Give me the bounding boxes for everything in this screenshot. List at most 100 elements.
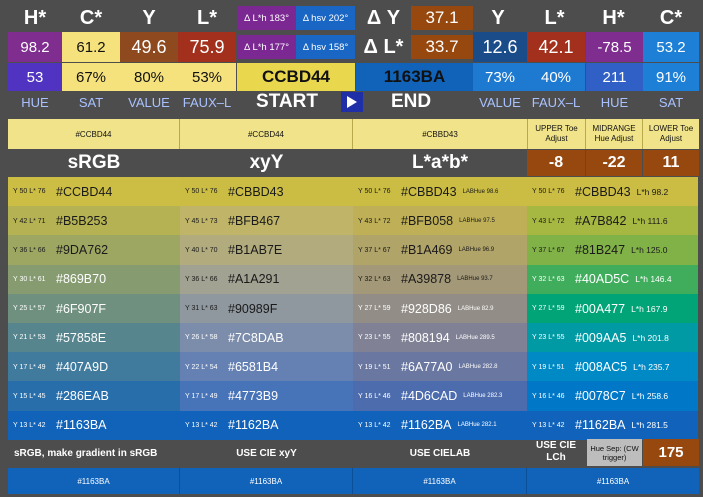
xyy-swatch[interactable]: Y 17 L* 49 #4773B9 (180, 381, 353, 412)
end-y-header: Y (491, 6, 505, 29)
delta-lh-bottom: Δ L*h 177° (237, 35, 296, 59)
start-hex[interactable]: CCBD44 (237, 63, 355, 91)
hex-value: #869B70 (56, 272, 107, 287)
hex-value: #A1A291 (228, 272, 280, 287)
luminance-annotation: Y 40 L* 70 (185, 246, 218, 254)
play-arrow-icon (347, 96, 357, 108)
luminance-annotation: Y 21 L* 53 (13, 334, 46, 342)
xyy-swatch[interactable]: Y 50 L* 76 #CBBD43 (180, 177, 353, 207)
luminance-annotation: Y 22 L* 54 (185, 363, 218, 371)
start-button[interactable]: START (256, 91, 318, 112)
lab-swatch[interactable]: Y 16 L* 46 #4D6CAD LABHue 282.3 (353, 381, 527, 412)
luminance-annotation: Y 13 L* 42 (358, 421, 391, 429)
lab-swatch[interactable]: Y 27 L* 59 #928D86 LABHue 82.9 (353, 293, 527, 324)
srgb-swatch[interactable]: Y 36 L* 66 #9DA762 (8, 235, 180, 266)
midrange-hue-value[interactable]: -22 (585, 150, 642, 176)
srgb-title: sRGB (67, 152, 121, 173)
start-chroma-header: C* (79, 6, 103, 29)
use-cielab-button[interactable]: USE CIELAB (409, 447, 471, 459)
srgb-swatch[interactable]: Y 21 L* 53 #57858E (8, 323, 180, 353)
xyy-swatch[interactable]: Y 26 L* 58 #7C8DAB (180, 323, 353, 353)
lab-swatch[interactable]: Y 37 L* 67 #B1A469 LABHue 96.9 (353, 235, 527, 266)
lch-swatch[interactable]: Y 37 L* 67 #81B247 L*h 125.0 (527, 235, 698, 266)
hex-value: #4D6CAD (401, 389, 458, 404)
lab-swatch[interactable]: Y 32 L* 63 #A39878 LABHue 93.7 (353, 264, 527, 295)
table-row: Y 21 L* 53 #57858E Y 26 L* 58 #7C8DAB Y 23 L… (8, 323, 698, 353)
lower-toe-label: LOWER Toe Adjust (642, 119, 699, 149)
hex-value: #B1AB7E (228, 243, 283, 258)
hex-value: #407A9D (56, 360, 109, 375)
srgb-swatch[interactable]: Y 13 L* 42 #1163BA (8, 410, 180, 441)
lab-swatch[interactable]: Y 43 L* 72 #BFB058 LABHue 97.5 (353, 206, 527, 236)
end-hsv-hue: 211 (586, 63, 643, 91)
lab-top-hex: #CBBD43 (353, 119, 527, 149)
luminance-annotation: Y 36 L* 66 (13, 246, 46, 254)
swap-button[interactable] (341, 92, 363, 112)
start-lightness-value: 75.9 (178, 32, 236, 62)
lch-swatch[interactable]: Y 50 L* 76 #CBBD43 L*h 98.2 (527, 177, 698, 207)
luminance-annotation: Y 23 L* 55 (358, 334, 391, 342)
xyy-swatch[interactable]: Y 13 L* 42 #1162BA (180, 410, 353, 441)
lch-swatch[interactable]: Y 13 L* 42 #1162BA L*h 281.5 (527, 410, 698, 441)
srgb-swatch[interactable]: Y 17 L* 49 #407A9D (8, 352, 180, 382)
lch-swatch[interactable]: Y 27 L* 59 #00A477 L*h 167.9 (527, 293, 698, 324)
hue-sep-value[interactable]: 175 (643, 439, 699, 466)
xyy-swatch[interactable]: Y 45 L* 73 #BFB467 (180, 206, 353, 236)
hex-value: #1162BA (401, 418, 452, 433)
end-hue-value: -78.5 (586, 32, 643, 62)
luminance-annotation: Y 43 L* 72 (358, 217, 391, 225)
lch-swatch[interactable]: Y 43 L* 72 #A7B842 L*h 111.6 (527, 206, 698, 236)
srgb-swatch[interactable]: Y 15 L* 45 #286EAB (8, 381, 180, 412)
use-cie-xyy-button[interactable]: USE CIE xyY (236, 447, 297, 459)
luminance-annotation: Y 50 L* 76 (13, 188, 46, 196)
luminance-annotation: Y 17 L* 49 (13, 363, 46, 371)
hex-value: #40AD5C (575, 272, 630, 287)
lch-bottom-hex: #1163BA (527, 468, 699, 494)
lab-swatch[interactable]: Y 23 L* 55 #808194 LABHue 289.5 (353, 323, 527, 353)
lch-hue-annotation: L*h 258.6 (631, 391, 669, 402)
srgb-swatch[interactable]: Y 50 L* 76 #CCBD44 (8, 177, 180, 207)
xyy-swatch[interactable]: Y 22 L* 54 #6581B4 (180, 352, 353, 382)
srgb-swatch[interactable]: Y 42 L* 71 #B5B253 (8, 206, 180, 236)
xyy-swatch[interactable]: Y 40 L* 70 #B1AB7E (180, 235, 353, 266)
delta-l-value: 33.7 (411, 35, 473, 59)
upper-toe-value[interactable]: -8 (527, 150, 585, 176)
end-hue-header: H* (602, 6, 625, 29)
lower-toe-value[interactable]: 11 (642, 150, 699, 176)
hex-value: #1163BA (56, 418, 107, 433)
hex-value: #A39878 (401, 272, 452, 287)
lch-swatch[interactable]: Y 23 L* 55 #009AA5 L*h 201.8 (527, 323, 698, 353)
luminance-annotation: Y 30 L* 61 (13, 275, 46, 283)
lch-swatch[interactable]: Y 19 L* 51 #008AC5 L*h 235.7 (527, 352, 698, 382)
luminance-annotation: Y 15 L* 45 (13, 392, 46, 400)
hex-value: #57858E (56, 330, 107, 345)
table-row: Y 17 L* 49 #407A9D Y 22 L* 54 #6581B4 Y 19 L… (8, 352, 698, 382)
luminance-annotation: Y 17 L* 49 (185, 392, 218, 400)
use-cie-lch-button[interactable]: USE CIE LCh (535, 440, 576, 463)
hex-value: #7C8DAB (228, 330, 284, 345)
end-hex[interactable]: 1163BA (356, 63, 473, 91)
luminance-annotation: Y 32 L* 63 (532, 275, 565, 283)
xyy-swatch[interactable]: Y 36 L* 66 #A1A291 (180, 264, 353, 295)
delta-l-label: Δ L* (363, 35, 404, 58)
xyy-swatch[interactable]: Y 31 L* 63 #90989F (180, 293, 353, 324)
hex-value: #B5B253 (56, 214, 108, 229)
end-chroma-header: C* (659, 6, 683, 29)
lab-swatch[interactable]: Y 13 L* 42 #1162BA LABHue 282.1 (353, 410, 527, 441)
srgb-swatch[interactable]: Y 30 L* 61 #869B70 (8, 264, 180, 295)
srgb-gradient-button[interactable]: sRGB, make gradient in sRGB (14, 447, 158, 459)
hex-value: #6581B4 (228, 360, 279, 375)
end-button[interactable]: END (390, 91, 432, 112)
end-hue-label: HUE (600, 94, 629, 110)
lab-swatch[interactable]: Y 19 L* 51 #6A77A0 LABHue 282.8 (353, 352, 527, 382)
lab-swatch[interactable]: Y 50 L* 76 #CBBD43 LABHue 98.6 (353, 177, 527, 207)
table-row: Y 25 L* 57 #6F907F Y 31 L* 63 #90989F Y 27 L… (8, 293, 698, 324)
luminance-annotation: Y 25 L* 57 (13, 305, 46, 313)
lch-swatch[interactable]: Y 16 L* 46 #0078C7 L*h 258.6 (527, 381, 698, 412)
xyy-bottom-hex: #1163BA (180, 468, 353, 494)
lab-hue-annotation: LABHue 282.1 (457, 422, 497, 429)
table-row: Y 13 L* 42 #1163BA Y 13 L* 42 #1162BA Y 13 L… (8, 410, 698, 441)
srgb-swatch[interactable]: Y 25 L* 57 #6F907F (8, 293, 180, 324)
lch-swatch[interactable]: Y 32 L* 63 #40AD5C L*h 146.4 (527, 264, 698, 295)
luminance-annotation: Y 16 L* 46 (358, 392, 391, 400)
